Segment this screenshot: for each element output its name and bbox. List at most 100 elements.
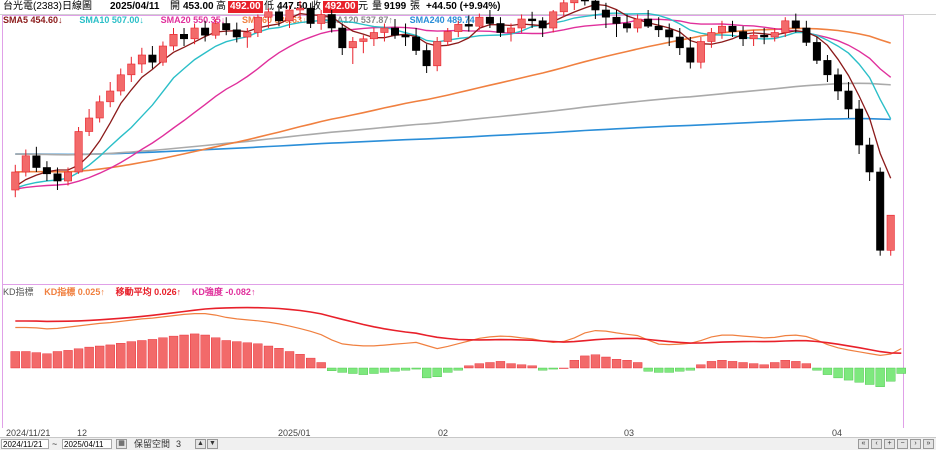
candle-body (380, 27, 389, 33)
histogram-bar (432, 367, 442, 378)
candle-body (137, 54, 146, 65)
candle-body (654, 25, 663, 31)
histogram-bar (263, 345, 274, 369)
histogram-bar (137, 340, 147, 369)
histogram-bar (158, 337, 168, 369)
nav-last-icon[interactable]: » (923, 439, 934, 449)
histogram-bar (126, 341, 137, 369)
kd-line (15, 313, 902, 357)
histogram-bar (327, 367, 337, 371)
histogram-bar (865, 367, 875, 385)
nav-first-icon[interactable]: « (858, 439, 869, 449)
candle-body (338, 27, 347, 49)
quote-date: 2025/04/11 (110, 1, 160, 12)
candle-body (454, 24, 463, 32)
nav-next-icon[interactable]: › (910, 439, 921, 449)
keep-space-up-button[interactable]: ▲ (195, 439, 206, 449)
x-label-apr: 04 (832, 428, 843, 438)
histogram-bar (717, 360, 727, 369)
candle-body (317, 14, 326, 24)
histogram-bar (749, 363, 759, 369)
histogram-bar (569, 360, 580, 369)
histogram-bar (643, 367, 653, 372)
histogram-bar (253, 343, 263, 369)
histogram-bar (189, 333, 200, 369)
sma10-legend: SMA10 507.00↓ (79, 15, 144, 25)
histogram-bar (453, 367, 463, 371)
candle-body (591, 0, 600, 11)
candle-body (865, 144, 874, 173)
candle-body (707, 32, 716, 42)
open-label: 開 (170, 1, 180, 12)
nav-prev-icon[interactable]: ‹ (871, 439, 882, 449)
osc-name: KD指標 (3, 287, 34, 297)
calendar-button[interactable]: ▦ (116, 439, 127, 449)
x-label-dec: 12 (77, 428, 88, 438)
low-label: 低 (264, 1, 274, 12)
price-panel[interactable] (2, 15, 904, 285)
candle-body (127, 63, 136, 76)
candle-body (74, 131, 83, 173)
stock-name: 台光電(2383) (3, 1, 62, 12)
candle-body (644, 18, 653, 27)
candle-body (802, 27, 811, 43)
histogram-bar (696, 364, 706, 369)
oscillator-panel[interactable] (2, 285, 904, 428)
histogram-bar (516, 364, 527, 369)
histogram-bar (10, 351, 20, 369)
candle-body (717, 25, 726, 33)
candle-body (85, 117, 94, 132)
bottom-toolbar: 2024/11/21 ~ 2025/04/11 ▦ 保留空間 3 ▲ ▼ « ‹… (0, 437, 936, 450)
histogram-bar (780, 360, 790, 369)
keep-space-value[interactable]: 3 (176, 439, 182, 449)
sma120-legend: SMA120 537.87↑ (323, 15, 393, 25)
candle-body (243, 32, 252, 38)
candle-body (285, 9, 294, 22)
osc-legend: KD指標 KD指標 0.025↑ 移動平均 0.026↑ KD強度 -0.082… (3, 287, 263, 298)
candle-body (855, 108, 864, 146)
candle-body (443, 31, 452, 42)
histogram-bar (886, 367, 896, 382)
low-value: 447.50 (277, 1, 308, 12)
candle-body (791, 20, 800, 29)
candle-body (686, 47, 695, 63)
candle-body (517, 18, 526, 29)
keep-space-label: 保留空間 (134, 439, 171, 449)
to-date-field[interactable]: 2025/04/11 (62, 439, 112, 449)
candle-body (580, 0, 589, 2)
volume-unit: 張 (410, 1, 420, 12)
open-value: 453.00 (183, 1, 214, 12)
from-date-field[interactable]: 2024/11/21 (1, 439, 49, 449)
sma20-legend: SMA20 550.35↓ (160, 15, 226, 25)
histogram-bar (42, 353, 52, 369)
histogram-bar (527, 365, 537, 369)
candle-body (665, 29, 674, 38)
candle-body (274, 11, 283, 22)
histogram-bar (590, 354, 601, 369)
zoom-in-icon[interactable]: + (884, 439, 895, 449)
zoom-out-icon[interactable]: − (897, 439, 908, 449)
histogram-bar (622, 360, 632, 369)
candle-body (506, 27, 515, 33)
candle-body (538, 20, 547, 29)
histogram-bar (506, 363, 516, 369)
candle-body (781, 20, 790, 33)
candle-body (180, 33, 189, 40)
candle-body (812, 42, 821, 61)
histogram-bar (147, 339, 158, 369)
change-value: +44.50 (+9.94%) (426, 1, 501, 12)
histogram-bar (654, 367, 664, 373)
candle-body (158, 45, 167, 63)
histogram-bar (210, 337, 221, 369)
keep-space-down-button[interactable]: ▼ (207, 439, 218, 449)
histogram-bar (896, 367, 906, 374)
histogram-bar (411, 367, 421, 370)
histogram-bar (675, 367, 685, 372)
sma240-line (15, 117, 891, 156)
candle-body (612, 16, 621, 24)
histogram-bar (73, 348, 84, 369)
histogram-bar (611, 359, 622, 369)
candle-body (116, 74, 125, 92)
sma20-line (15, 18, 892, 190)
